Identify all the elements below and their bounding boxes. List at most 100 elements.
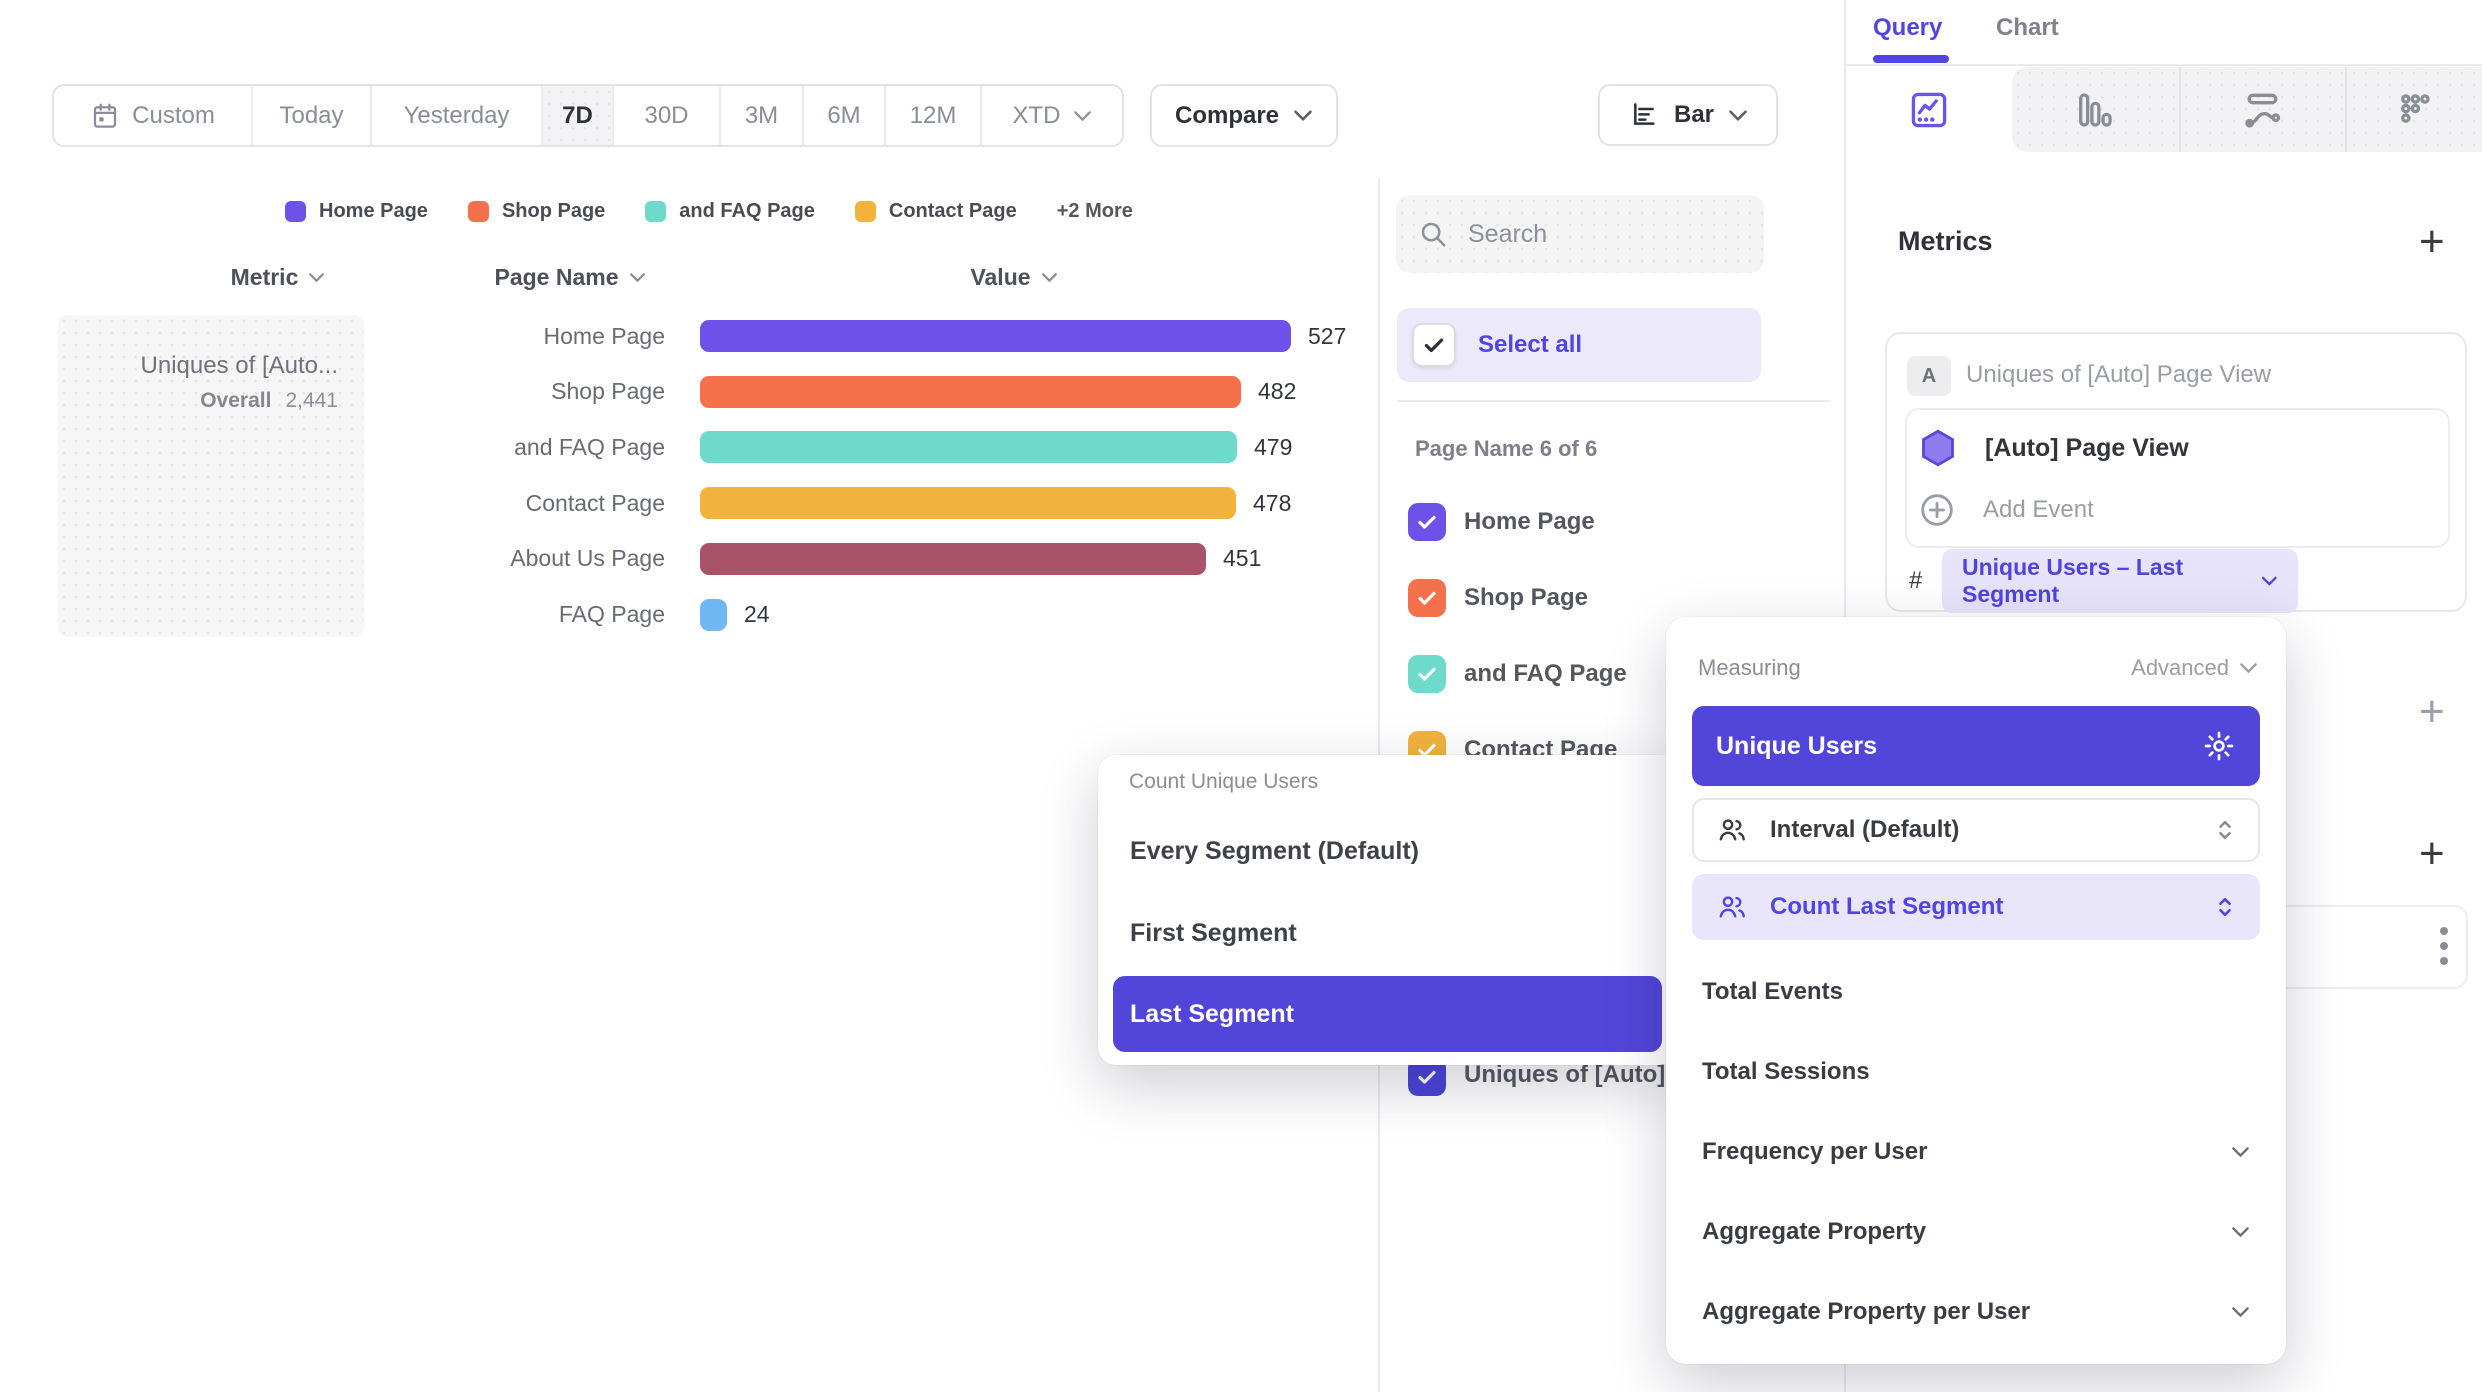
date-range-today[interactable]: Today [253,86,372,145]
compare-button[interactable]: Compare [1150,84,1338,147]
measurement-label: Unique Users – Last Segment [1962,554,2184,607]
column-header-page-name[interactable]: Page Name [450,263,690,291]
advanced-toggle[interactable]: Advanced [2131,655,2258,681]
measuring-option[interactable]: Aggregate Property per User [1702,1284,2250,1340]
measurement-prefix: # [1909,567,1923,594]
chevron-down-icon [1041,272,1057,282]
metric-cell[interactable]: Uniques of [Auto... Overall 2,441 [58,315,364,637]
date-range-3m[interactable]: 3M [721,86,804,145]
event-row[interactable]: [Auto] Page View [1917,426,2189,470]
people-icon [1719,896,1745,918]
check-icon [1424,338,1444,353]
metric-badge: A [1907,356,1951,396]
measuring-option[interactable]: Total Sessions [1702,1058,1870,1085]
measuring-option[interactable]: Frequency per User [1702,1124,2250,1180]
date-range-xtd[interactable]: XTD [982,86,1122,145]
legend-swatch [467,200,489,222]
date-range-7d[interactable]: 7D [543,86,614,145]
add-metric-button[interactable]: + [2419,217,2445,266]
chart-type-button[interactable]: Bar [1598,84,1778,146]
measuring-control[interactable]: Count Last Segment [1692,874,2260,940]
line-chart-icon [1911,92,1947,127]
chart-legend: Home Page Shop Page and FAQ Page Contact Pa… [285,198,1133,224]
search-input[interactable] [1466,218,1720,250]
check-icon [1418,515,1436,529]
tab-query[interactable]: Query [1873,14,1943,41]
legend-swatch [645,200,667,222]
count-option[interactable]: Last Segment [1113,976,1662,1052]
active-tab-underline [1873,55,1949,63]
checkbox[interactable] [1408,655,1446,693]
kebab-menu-icon[interactable] [2440,927,2448,965]
bar[interactable] [700,431,1237,464]
bar-value: 451 [1223,545,1262,572]
bar[interactable] [700,375,1241,408]
event-card: [Auto] Page View Add Event [1905,408,2450,548]
add-filter-button[interactable]: + [2419,687,2445,736]
search-box[interactable] [1396,195,1764,273]
count-popup: Count Unique Users Every Segment (Defaul… [1098,755,1678,1065]
legend-more[interactable]: +2 More [1056,199,1133,222]
bar[interactable] [700,487,1236,520]
search-icon [1421,222,1446,247]
bar-value: 482 [1258,378,1297,405]
bar-value: 479 [1254,433,1293,460]
measuring-option-unique-users[interactable]: Unique Users [1692,706,2260,786]
date-range-6m[interactable]: 6M [804,86,886,145]
sort-updown-icon [2219,820,2231,840]
date-range-30d[interactable]: 30D [614,86,721,145]
filter-item[interactable]: Home Page [1408,502,1595,542]
legend-item[interactable]: Contact Page [854,200,1017,223]
bar-row-label: About Us Page [510,545,665,572]
chart-type-label: Bar [1673,101,1715,128]
calendar-icon [94,103,117,128]
add-event-row[interactable]: Add Event [1917,488,2094,532]
measuring-option[interactable]: Total Events [1702,978,1843,1005]
bar[interactable] [700,542,1206,575]
filter-item[interactable]: Shop Page [1408,578,1588,618]
metric-cell-title: Uniques of [Auto... [140,352,338,379]
measuring-control[interactable]: Interval (Default) [1692,798,2260,862]
add-breakdown-button[interactable]: + [2419,829,2445,878]
tab-flow-chart[interactable] [2179,67,2345,152]
checkbox[interactable] [1408,579,1446,617]
check-icon [1418,591,1436,605]
chevron-down-icon [629,272,645,282]
legend-item[interactable]: Home Page [285,200,428,223]
add-event-label: Add Event [1983,496,2094,523]
tab-bar-chart[interactable] [2012,67,2178,152]
column-header-value[interactable]: Value [914,263,1114,291]
tab-insights-chart[interactable] [1846,67,2012,152]
bar[interactable] [700,320,1291,352]
filter-item[interactable]: and FAQ Page [1408,654,1627,694]
chevron-down-icon [2262,576,2278,586]
chevron-down-icon [1073,110,1091,121]
tab-chart[interactable]: Chart [1996,14,2059,41]
bar-row-label: Home Page [543,322,665,349]
measuring-popup: Measuring Advanced Unique Users Interval… [1666,617,2286,1364]
date-range-yesterday[interactable]: Yesterday [372,86,543,145]
select-all-checkbox[interactable] [1412,323,1456,367]
legend-item[interactable]: and FAQ Page [645,200,815,223]
checkbox[interactable] [1408,503,1446,541]
legend-swatch [285,200,306,222]
count-option[interactable]: First Segment [1130,918,1297,947]
select-all-row[interactable]: Select all [1397,308,1761,382]
check-icon [1418,1070,1436,1084]
legend-item[interactable]: Shop Page [467,200,605,223]
date-range-custom[interactable]: Custom [54,86,253,145]
horizontal-bar-chart-icon [1634,103,1655,125]
date-range-12m[interactable]: 12M [886,86,982,145]
bar[interactable] [700,598,727,631]
flow-icon [2245,93,2281,128]
measuring-option[interactable]: Aggregate Property [1702,1204,2250,1260]
table-row: Home Page 527 [0,308,1346,364]
column-header-metric[interactable]: Metric [178,263,378,291]
filter-divider [1397,400,1830,402]
bar-row-label: FAQ Page [558,601,665,627]
count-option[interactable]: Every Segment (Default) [1130,836,1419,865]
tab-funnel-chart[interactable] [2345,67,2482,152]
measurement-dropdown[interactable]: Unique Users – Last Segment [1942,549,2298,613]
filter-group-label: Page Name 6 of 6 [1415,436,1598,461]
